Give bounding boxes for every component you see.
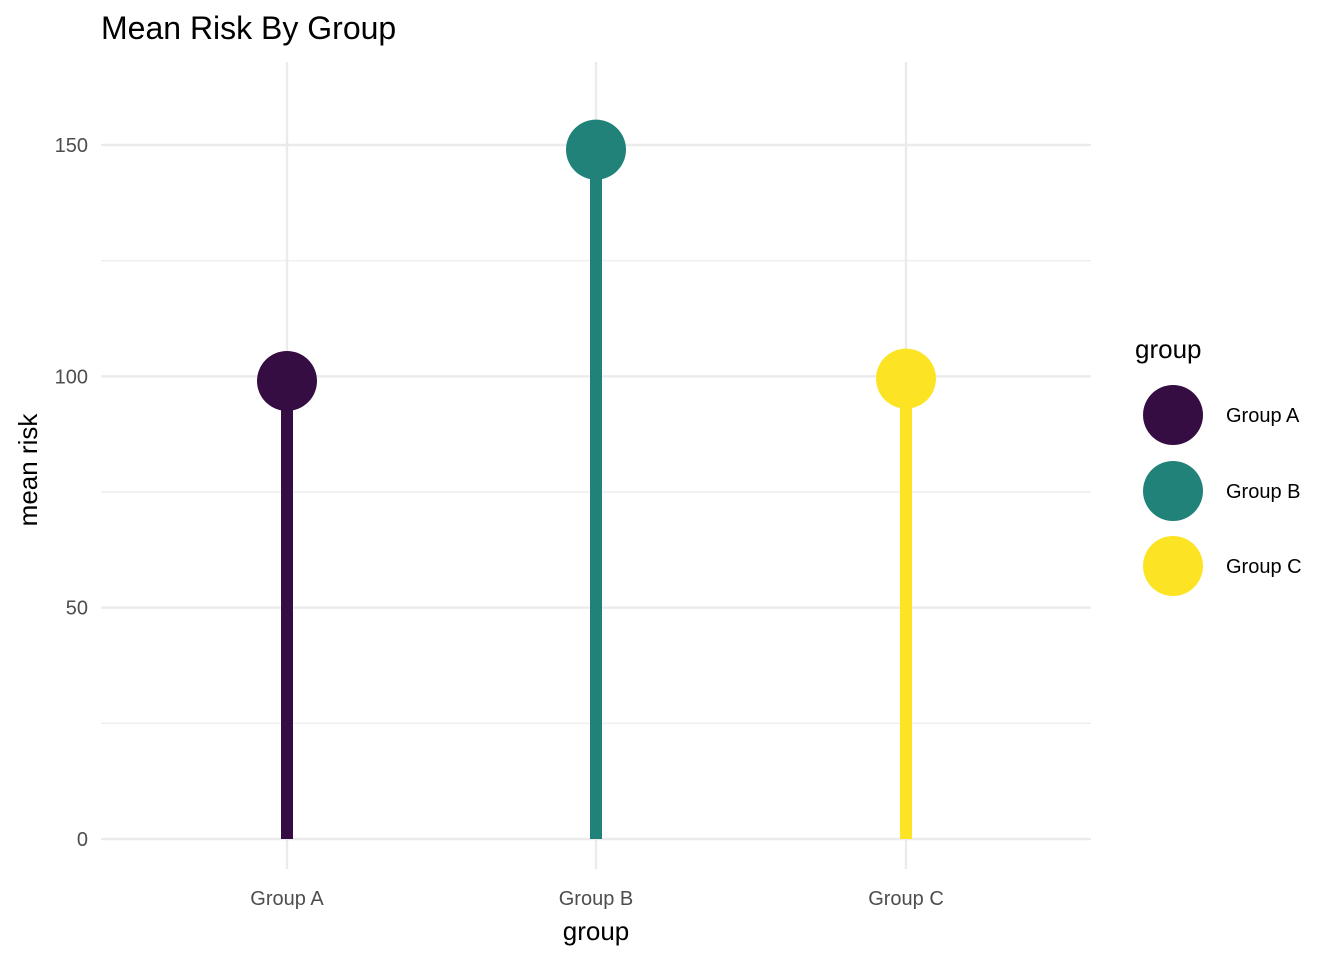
legend-label: Group A — [1226, 405, 1300, 427]
legend-title: group — [1135, 334, 1202, 364]
legend-key — [1143, 536, 1203, 596]
lollipop-dot — [876, 348, 936, 409]
lollipop-dot — [257, 350, 317, 411]
y-tick-label: 0 — [77, 829, 88, 851]
x-axis-ticks: Group A Group B Group C — [250, 888, 943, 910]
y-tick-label: 50 — [66, 598, 88, 620]
x-axis-title: group — [563, 916, 630, 946]
chart-title: Mean Risk By Group — [101, 10, 396, 46]
y-axis-ticks: 0 50 100 150 — [55, 135, 88, 851]
y-tick-label: 150 — [55, 135, 88, 157]
legend: group Group A Group B Group C — [1135, 334, 1302, 596]
y-axis-title: mean risk — [13, 413, 43, 527]
legend-key — [1143, 385, 1203, 445]
legend-label: Group B — [1226, 481, 1300, 503]
x-tick-label: Group B — [559, 888, 633, 910]
lollipop-stems — [281, 149, 912, 839]
x-tick-label: Group C — [868, 888, 944, 910]
legend-key — [1143, 461, 1203, 521]
legend-label: Group C — [1226, 556, 1302, 578]
x-tick-label: Group A — [250, 888, 324, 910]
lollipop-dots — [257, 119, 936, 411]
y-tick-label: 100 — [55, 366, 88, 388]
lollipop-dot — [566, 119, 626, 180]
